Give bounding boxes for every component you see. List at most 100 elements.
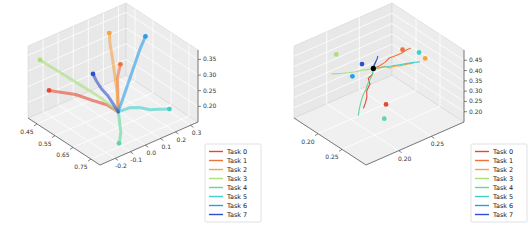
legend-swatch bbox=[209, 214, 223, 215]
tick-label: 0.45 bbox=[20, 128, 34, 135]
tick-label: 0.25 bbox=[325, 153, 339, 160]
data-layer bbox=[38, 31, 172, 146]
tick-label: -0.1 bbox=[130, 156, 142, 163]
tick-mark bbox=[431, 136, 434, 138]
tick-mark bbox=[160, 139, 163, 141]
tick-mark bbox=[70, 147, 73, 149]
legend-label: Task 1 bbox=[492, 157, 513, 165]
tick-label: 0.2 bbox=[177, 136, 187, 143]
legend-label: Task 5 bbox=[492, 193, 513, 201]
tick-label: 0.25 bbox=[469, 97, 483, 104]
tick-label: 0.35 bbox=[469, 77, 483, 84]
tick-mark bbox=[88, 159, 91, 161]
grid-line bbox=[118, 6, 190, 125]
tick-mark bbox=[315, 134, 318, 136]
tick-label: 0.20 bbox=[203, 102, 217, 109]
tick-mark bbox=[464, 91, 467, 92]
tick-mark bbox=[198, 106, 201, 107]
tick-mark bbox=[190, 125, 193, 127]
tick-label: 0.40 bbox=[469, 67, 483, 74]
x-axis bbox=[294, 118, 366, 165]
trajectory bbox=[358, 68, 373, 115]
tick-mark bbox=[339, 149, 342, 151]
goal-marker bbox=[384, 102, 389, 107]
legend-label: Task 0 bbox=[492, 148, 513, 156]
legend-label: Task 6 bbox=[226, 202, 247, 210]
grid-line bbox=[103, 13, 175, 132]
tick-mark bbox=[145, 145, 148, 147]
wall-pane bbox=[392, 3, 464, 122]
legend-swatch bbox=[475, 187, 489, 188]
legend-swatch bbox=[209, 151, 223, 152]
grid-line bbox=[294, 13, 464, 60]
tick-label: 0.30 bbox=[203, 71, 217, 78]
legend-swatch bbox=[209, 187, 223, 188]
legend-label: Task 5 bbox=[226, 193, 247, 201]
tick-mark bbox=[198, 75, 201, 76]
legend-swatch bbox=[209, 169, 223, 170]
legend-swatch bbox=[209, 196, 223, 197]
trajectory bbox=[373, 62, 419, 69]
goal-marker bbox=[382, 116, 387, 121]
tick-mark bbox=[464, 70, 467, 71]
legend-box bbox=[471, 144, 527, 222]
goal-marker bbox=[400, 47, 405, 52]
grid-line bbox=[294, 65, 464, 112]
tick-mark bbox=[130, 152, 133, 154]
goal-marker bbox=[118, 62, 123, 67]
legend-label: Task 3 bbox=[226, 175, 247, 183]
x-axis bbox=[28, 118, 100, 165]
legend-swatch bbox=[475, 205, 489, 206]
goal-marker bbox=[334, 52, 339, 57]
trajectory bbox=[40, 60, 118, 112]
grid-line bbox=[294, 24, 464, 71]
tick-label: 0.30 bbox=[469, 87, 483, 94]
legend-label: Task 4 bbox=[226, 184, 247, 192]
tick-mark bbox=[464, 80, 467, 81]
tick-mark bbox=[52, 136, 55, 138]
tick-label: 0.65 bbox=[56, 151, 70, 158]
tick-mark bbox=[175, 132, 178, 134]
legend: Task 0Task 1Task 2Task 3Task 4Task 5Task… bbox=[471, 144, 527, 222]
y-axis bbox=[100, 122, 198, 165]
goal-marker bbox=[91, 72, 96, 77]
figure: 0.450.550.650.75-0.2-0.10.00.10.20.30.20… bbox=[0, 0, 532, 226]
tick-mark bbox=[198, 59, 201, 60]
tick-mark bbox=[464, 101, 467, 102]
start-marker bbox=[371, 66, 376, 71]
legend-swatch bbox=[475, 178, 489, 179]
grid-line bbox=[294, 44, 464, 91]
plot-3d: 0.200.250.200.250.200.250.300.350.400.45 bbox=[294, 3, 483, 165]
trajectory bbox=[118, 36, 145, 111]
legend-label: Task 7 bbox=[492, 211, 513, 219]
tick-label: 0.20 bbox=[398, 155, 412, 162]
tick-mark bbox=[464, 111, 467, 112]
legend-box bbox=[205, 144, 261, 222]
legend-swatch bbox=[475, 169, 489, 170]
goal-marker bbox=[117, 141, 122, 146]
tick-label: 0.25 bbox=[431, 140, 445, 147]
tick-mark bbox=[115, 158, 118, 160]
legend-swatch bbox=[209, 160, 223, 161]
goal-marker bbox=[417, 50, 422, 55]
tick-label: 0.35 bbox=[203, 55, 217, 62]
grid-line bbox=[28, 12, 198, 59]
tick-label: 0.45 bbox=[469, 56, 483, 63]
legend-swatch bbox=[475, 214, 489, 215]
trajectory bbox=[93, 74, 118, 112]
data-layer bbox=[332, 47, 428, 121]
goal-marker bbox=[38, 58, 43, 63]
goal-marker bbox=[360, 62, 365, 67]
grid-line bbox=[359, 17, 431, 136]
grid-line bbox=[294, 54, 464, 101]
trajectory bbox=[332, 68, 373, 73]
tick-mark bbox=[34, 124, 37, 126]
legend-label: Task 0 bbox=[226, 148, 247, 156]
trajectory bbox=[118, 112, 121, 143]
goal-marker bbox=[167, 107, 172, 112]
tick-label: 0.25 bbox=[203, 87, 217, 94]
grid-line bbox=[294, 34, 464, 81]
tick-mark bbox=[198, 90, 201, 91]
legend-swatch bbox=[475, 151, 489, 152]
goal-marker bbox=[47, 88, 52, 93]
